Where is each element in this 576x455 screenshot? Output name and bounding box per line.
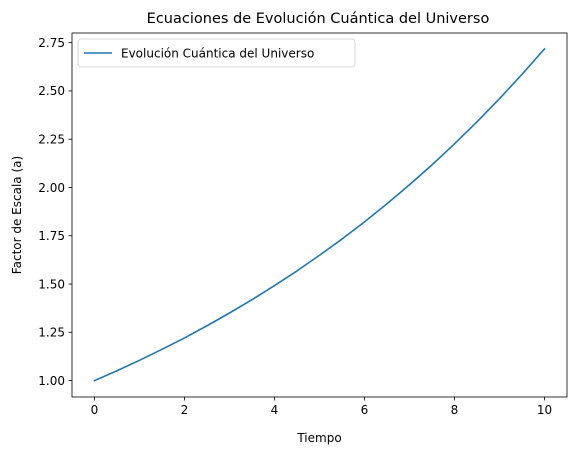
y-tick-label: 2.75 bbox=[38, 36, 65, 50]
y-tick-label: 2.25 bbox=[38, 133, 65, 147]
x-tick-label: 10 bbox=[537, 403, 552, 417]
legend-box bbox=[77, 38, 356, 68]
series-line bbox=[93, 47, 546, 382]
x-tick-label: 6 bbox=[361, 403, 369, 417]
x-tick-label: 8 bbox=[451, 403, 459, 417]
y-tick-label: 2.50 bbox=[38, 84, 65, 98]
plot-area bbox=[72, 33, 567, 397]
y-tick-label: 1.75 bbox=[38, 229, 65, 243]
axes-layer: 0 2 4 6 8 10 1.00 1.25 1.50 1.75 2.00 2.25 2.50 2.75 bbox=[38, 36, 552, 417]
x-tick-label: 0 bbox=[91, 403, 99, 417]
plot-frame bbox=[71, 32, 568, 398]
x-tick-label: 4 bbox=[271, 403, 279, 417]
y-tick-label: 2.00 bbox=[38, 181, 65, 195]
x-axis-label: Tiempo bbox=[296, 431, 341, 445]
legend: Evolución Cuántica del Universo bbox=[77, 38, 356, 68]
legend-entry-label: Evolución Cuántica del Universo bbox=[121, 47, 314, 61]
chart-title: Ecuaciones de Evolución Cuántica del Uni… bbox=[147, 11, 490, 27]
y-tick-label: 1.50 bbox=[38, 277, 65, 291]
y-axis-label: Factor de Escala (a) bbox=[10, 156, 24, 274]
series-layer bbox=[93, 47, 546, 382]
y-tick-label: 1.25 bbox=[38, 326, 65, 340]
y-tick-label: 1.00 bbox=[38, 374, 65, 388]
x-tick-label: 2 bbox=[181, 403, 189, 417]
